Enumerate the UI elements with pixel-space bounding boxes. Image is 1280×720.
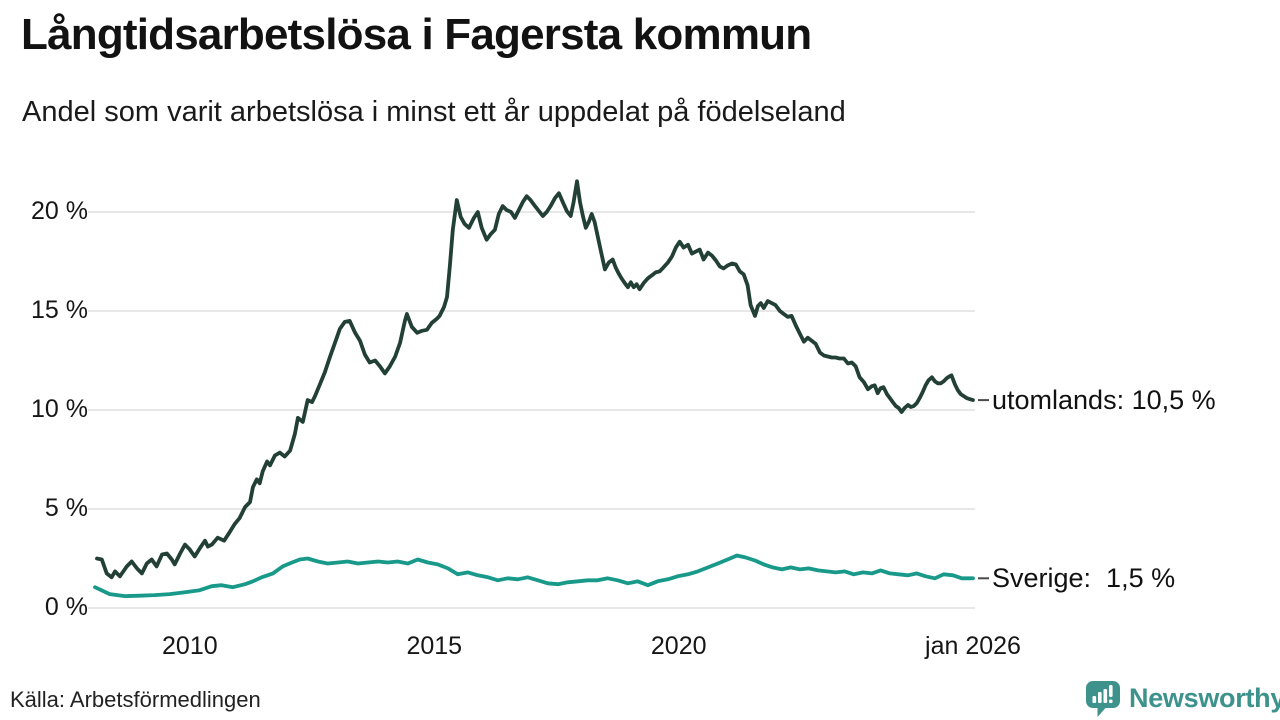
series-line-utomlands <box>95 179 975 580</box>
y-tick-label: 0 % <box>44 593 88 621</box>
chart-subtitle: Andel som varit arbetslösa i minst ett å… <box>22 96 846 128</box>
y-tick-label: 10 % <box>31 395 88 423</box>
source-caption: Källa: Arbetsförmedlingen <box>10 687 261 712</box>
x-tick-label: 2010 <box>162 632 218 660</box>
y-tick-label: 5 % <box>44 494 88 522</box>
x-tick-label: 2020 <box>650 632 707 660</box>
chart-title: Långtidsarbetslösa i Fagersta kommun <box>21 10 812 59</box>
newsworthy-wordmark: Newsworthy <box>1129 683 1280 713</box>
series-end-label-sverige: Sverige: 1,5 % <box>992 563 1176 594</box>
y-tick-label: 15 % <box>31 296 88 324</box>
series-line-sverige <box>93 553 975 598</box>
newsworthy-bubble-chart-icon <box>1086 681 1120 717</box>
series-end-label-utomlands: utomlands: 10,5 % <box>992 385 1216 416</box>
y-tick-label: 20 % <box>31 197 88 225</box>
newsworthy-logo: Newsworthy <box>1084 679 1280 718</box>
x-tick-label: jan 2026 <box>925 632 1021 660</box>
x-tick-label: 2015 <box>406 632 463 660</box>
